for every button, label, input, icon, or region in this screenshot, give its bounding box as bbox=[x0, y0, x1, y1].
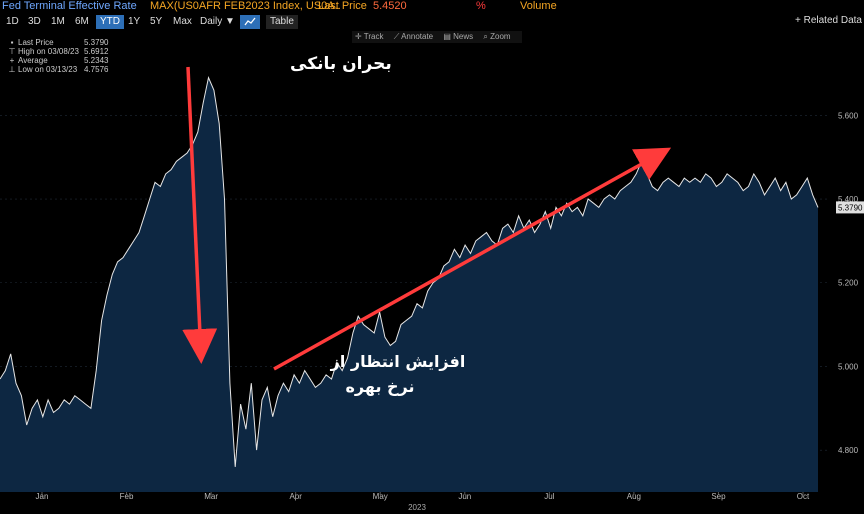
y-tick-label: 5.400 bbox=[838, 195, 859, 204]
y-tick-label: 5.600 bbox=[838, 111, 859, 120]
range-5y-button[interactable]: 5Y bbox=[150, 16, 163, 27]
header-bar: Fed Terminal Effective Rate MAX(US0AFR F… bbox=[0, 0, 864, 14]
legend-line-icon: ▪ bbox=[10, 38, 14, 47]
y-tick-label: 4.800 bbox=[838, 446, 859, 455]
rate-expectation-line2: نرخ بهره bbox=[345, 377, 414, 396]
price-chart[interactable]: 4.800 5.000 5.200 5.400 5.600 Jan Feb Mar Apr Ma… bbox=[0, 30, 864, 514]
track-tool[interactable]: ✛ Track bbox=[355, 32, 384, 41]
x-tick-label: Feb bbox=[120, 492, 134, 501]
x-tick-label: Mar bbox=[204, 492, 218, 501]
x-tick-label: Apr bbox=[289, 492, 302, 501]
legend: ▪ Last Price 5.3790 ⊤ High on 03/08/23 5… bbox=[8, 38, 118, 74]
volume-label[interactable]: Volume bbox=[520, 0, 557, 12]
range-3d-button[interactable]: 3D bbox=[28, 16, 41, 27]
range-ytd-button[interactable]: YTD bbox=[96, 15, 124, 29]
low-marker-icon: ⊥ bbox=[8, 65, 16, 74]
x-tick-label: May bbox=[373, 492, 388, 501]
last-price-label: Last Price bbox=[318, 0, 367, 12]
range-1m-button[interactable]: 1M bbox=[51, 16, 65, 27]
x-tick-label: Jun bbox=[458, 492, 471, 501]
rate-expectation-arrow bbox=[273, 147, 672, 371]
range-1d-button[interactable]: 1D bbox=[6, 16, 19, 27]
y-tick-label: 5.200 bbox=[838, 279, 859, 288]
last-price-tag-label: 5.3790 bbox=[838, 203, 863, 212]
last-price-tag bbox=[836, 201, 864, 214]
news-tool[interactable]: ▤ News bbox=[443, 32, 474, 41]
related-data-button[interactable]: + Related Data bbox=[795, 15, 862, 26]
line-chart-icon[interactable] bbox=[240, 15, 260, 29]
security-field[interactable]: MAX(US0AFR FEB2023 Index, US0A.. bbox=[150, 0, 341, 12]
x-tick-label: Oct bbox=[797, 492, 810, 501]
x-tick-label: Sep bbox=[711, 492, 726, 501]
bank-crisis-arrow bbox=[182, 66, 218, 364]
price-area bbox=[0, 77, 818, 492]
range-max-button[interactable]: Max bbox=[173, 16, 192, 27]
annotate-tool[interactable]: ⟋ Annotate bbox=[393, 32, 434, 41]
rate-expectation-line1: افزایش انتظار از bbox=[330, 352, 466, 371]
frequency-dropdown[interactable]: Daily ▼ bbox=[200, 16, 235, 27]
range-1y-button[interactable]: 1Y bbox=[128, 16, 141, 27]
chart-tools: ✛ Track ⟋ Annotate ▤ News ⌕ Zoom bbox=[352, 31, 522, 43]
percent-toggle[interactable]: % bbox=[476, 0, 486, 12]
legend-item-high: ⊤ High on 03/08/23 5.6912 bbox=[8, 47, 109, 56]
legend-item-average: + Average 5.2343 bbox=[9, 56, 109, 65]
last-price-value: 5.4520 bbox=[373, 0, 407, 12]
chart-title: Fed Terminal Effective Rate bbox=[2, 0, 137, 12]
legend-item-low: ⊥ Low on 03/13/23 4.7576 bbox=[8, 65, 109, 74]
price-line bbox=[0, 76, 819, 467]
y-tick-label: 5.000 bbox=[838, 362, 859, 371]
table-button[interactable]: Table bbox=[266, 15, 298, 29]
high-marker-icon: ⊤ bbox=[8, 47, 16, 56]
x-tick-label: Aug bbox=[627, 492, 641, 501]
x-tick-label: Jul bbox=[544, 492, 554, 501]
toolbar: 1D 3D 1M 6M YTD 1Y 5Y Max Daily ▼ Table … bbox=[0, 14, 864, 30]
average-marker-icon: + bbox=[9, 56, 15, 65]
year-label: 2023 bbox=[408, 503, 426, 512]
legend-item-last-price: ▪ Last Price 5.3790 bbox=[8, 38, 118, 47]
x-tick-label: Jan bbox=[36, 492, 49, 501]
zoom-tool[interactable]: ⌕ Zoom bbox=[483, 32, 511, 41]
bank-crisis-label: بحران بانکی bbox=[290, 54, 392, 74]
range-6m-button[interactable]: 6M bbox=[75, 16, 89, 27]
